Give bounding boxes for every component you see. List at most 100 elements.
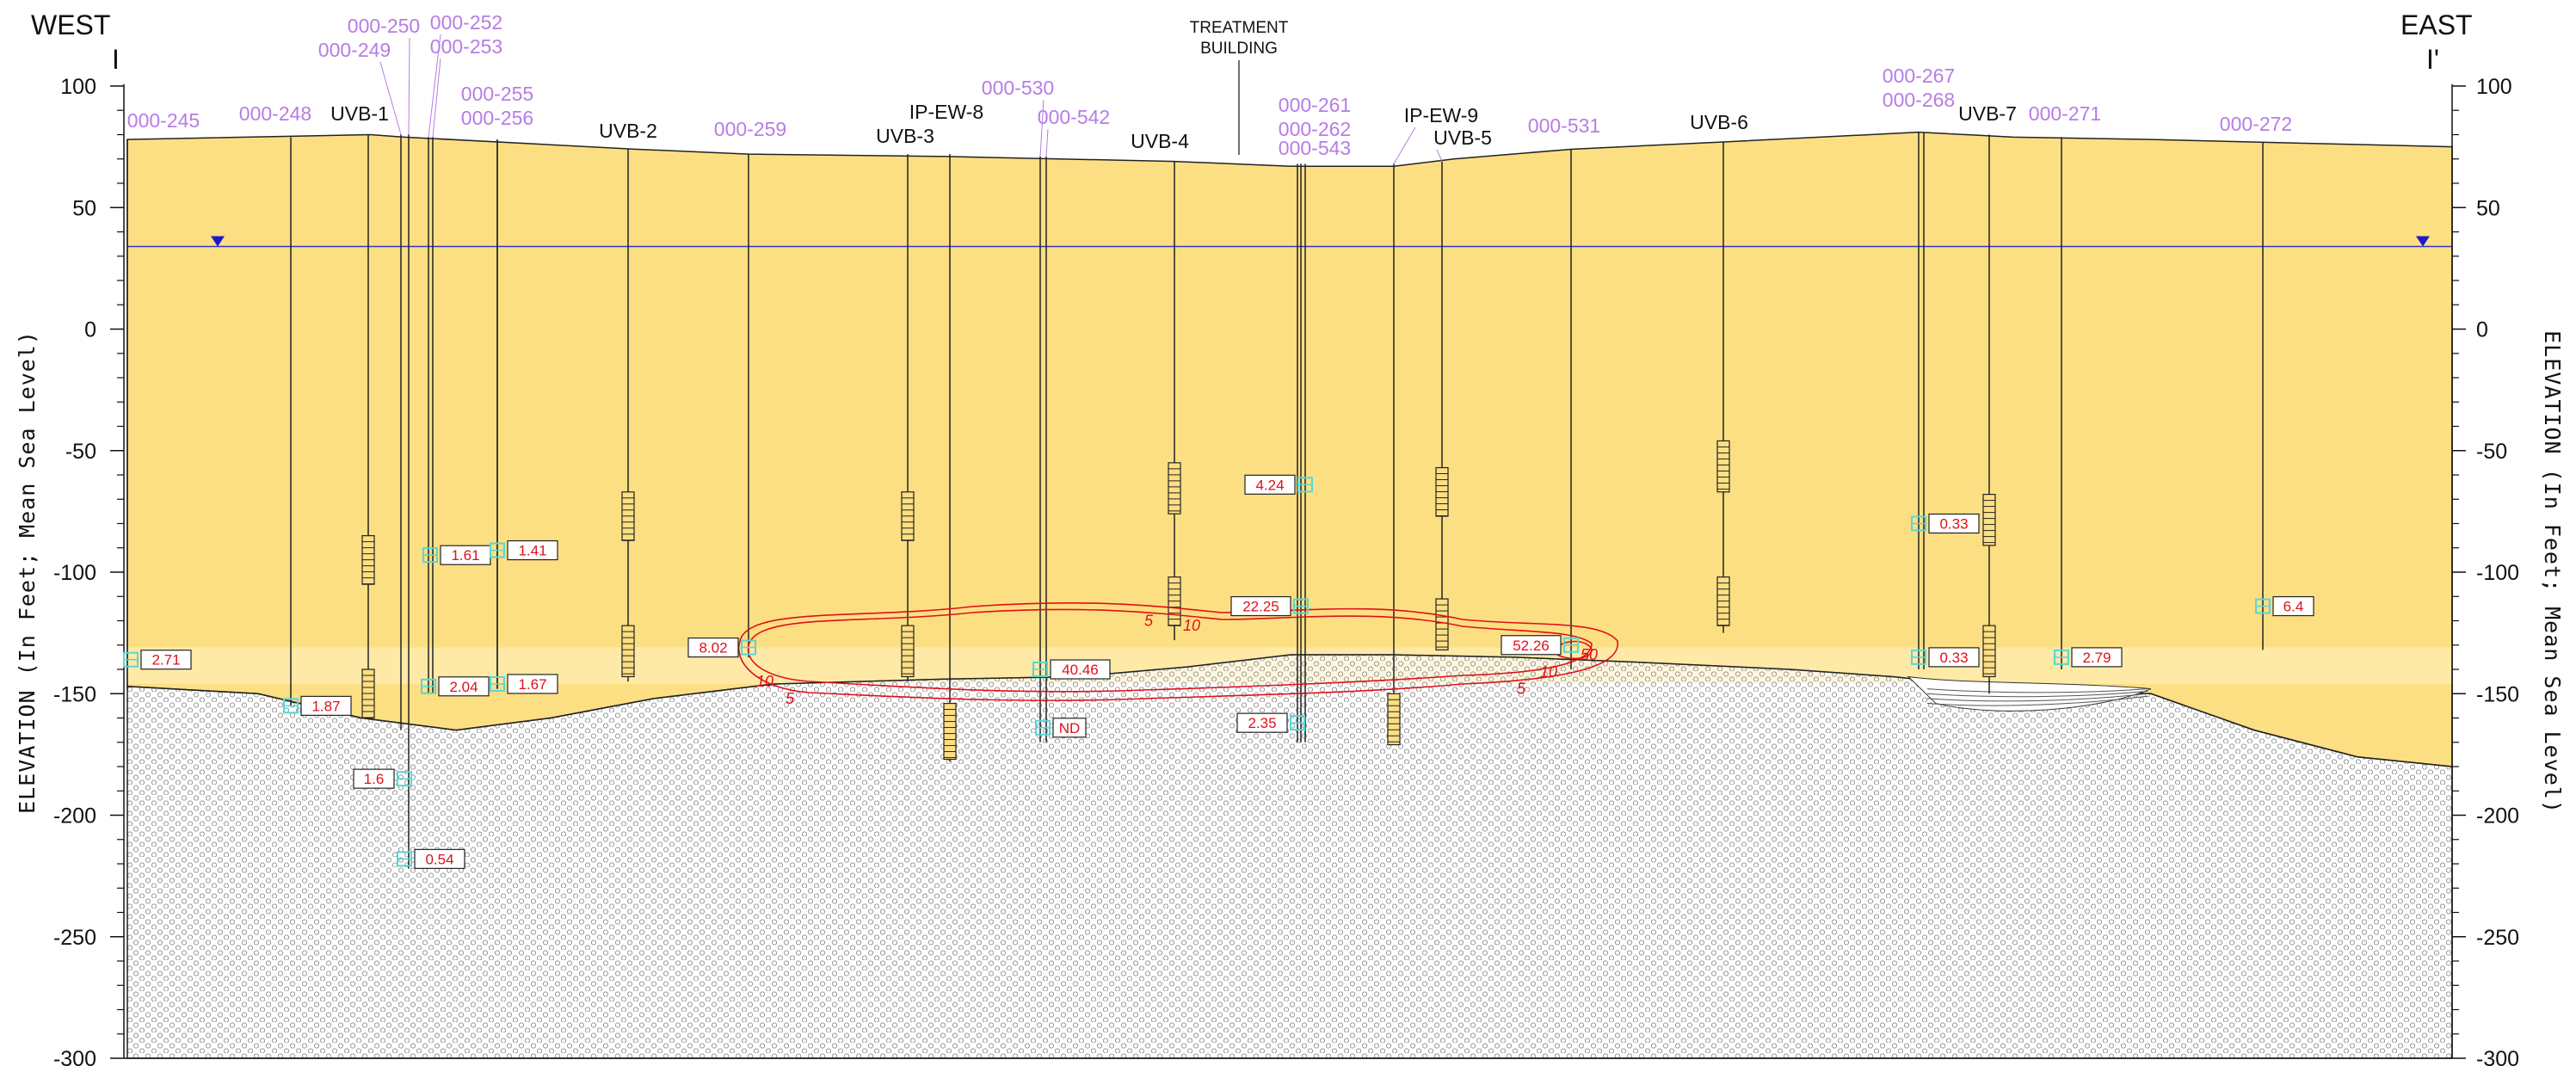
- well-screen: [943, 702, 957, 761]
- tick-label-left: -100: [53, 561, 96, 585]
- sample-value: 1.41: [518, 543, 546, 559]
- wells: [126, 132, 2264, 869]
- sample-value: 1.6: [364, 771, 385, 787]
- tick-label-right: -150: [2476, 682, 2519, 706]
- contour-label: 5: [1144, 613, 1154, 630]
- label-leader: [1436, 149, 1443, 162]
- sample-value: 0.33: [1939, 650, 1968, 666]
- sample-value: 1.61: [451, 547, 479, 564]
- well-screen: [1168, 462, 1181, 515]
- sample-result: 22.25: [1230, 595, 1309, 617]
- clay-lens: [1907, 675, 2152, 712]
- well-label-000-261: 000-261: [1279, 94, 1351, 116]
- sample-value-box: [353, 768, 395, 789]
- sample-value-box: [414, 848, 465, 869]
- well-label-000-245: 000-245: [127, 109, 200, 132]
- well-label-000-250: 000-250: [348, 15, 420, 37]
- well-screen: [621, 491, 635, 541]
- sample-value-box: [507, 539, 558, 561]
- sample-value: 40.46: [1062, 662, 1099, 678]
- tick-label-left: -200: [53, 804, 96, 829]
- well-screen: [1387, 693, 1401, 746]
- well-screen: [621, 625, 635, 678]
- y-axis-label-right: ELEVATION (In Feet; Mean Sea Level): [2540, 330, 2565, 814]
- well-label-000-262: 000-262: [1279, 118, 1351, 140]
- well-label-000-268: 000-268: [1883, 89, 1955, 111]
- contour-label: 10: [1183, 617, 1200, 634]
- sample-result: 0.54: [397, 848, 465, 869]
- sample-value: ND: [1059, 720, 1081, 736]
- label-leader: [1039, 99, 1045, 157]
- tick-label-left: -250: [53, 926, 96, 950]
- tick-label-right: 0: [2476, 318, 2488, 342]
- sample-value-box: [1052, 718, 1087, 738]
- well-screen: [1982, 493, 1996, 546]
- sample-value: 2.35: [1248, 715, 1276, 731]
- contour-labels: 5 10 50 10 5 10 5: [756, 613, 1598, 707]
- treatment-building-label-1: TREATMENT: [1190, 19, 1289, 37]
- tick-label-right: -300: [2476, 1047, 2519, 1066]
- well-label-000-248: 000-248: [239, 102, 311, 125]
- well-label-000-259: 000-259: [714, 118, 786, 140]
- water-table-marker-west: [211, 236, 225, 247]
- contour-label: 5: [786, 690, 795, 707]
- tick-label-left: 100: [60, 75, 96, 99]
- sample-result: 1.87: [283, 695, 352, 716]
- well-label-uvb-3: UVB-3: [876, 125, 934, 147]
- contour-label: 10: [1540, 663, 1557, 681]
- sample-result: 2.04: [421, 676, 490, 697]
- treatment-building-label-2: BUILDING: [1200, 40, 1278, 58]
- well-screen: [901, 625, 915, 678]
- well-label-uvb-7: UVB-7: [1958, 102, 2017, 125]
- sample-value: 8.02: [699, 640, 727, 656]
- tick-label-right: -200: [2476, 804, 2519, 829]
- sample-value-box: [1230, 595, 1291, 617]
- well-label-000-267: 000-267: [1883, 65, 1955, 87]
- sample-result: 1.61: [422, 545, 491, 565]
- sample-result: 8.02: [687, 637, 756, 658]
- sample-value-box: [2071, 647, 2123, 668]
- sample-result: 52.26: [1501, 635, 1579, 656]
- well-screens: [361, 440, 1996, 761]
- sample-value-box: [140, 650, 192, 670]
- well-screen: [1435, 598, 1449, 651]
- well-label-000-530: 000-530: [982, 77, 1054, 99]
- well-label-000-531: 000-531: [1528, 114, 1600, 137]
- sample-result: 4.24: [1244, 474, 1313, 495]
- label-leader: [1045, 128, 1049, 157]
- label-leader: [428, 34, 441, 138]
- well-screen: [1168, 576, 1181, 626]
- sample-value: 0.33: [1939, 516, 1968, 533]
- tick-label-right: -250: [2476, 926, 2519, 950]
- tick-label-left: -50: [65, 440, 96, 464]
- well-label-000-271: 000-271: [2029, 102, 2101, 125]
- sample-result: 1.41: [490, 539, 558, 561]
- tick-label-left: 0: [84, 318, 96, 342]
- sample-result: 6.4: [2255, 595, 2314, 617]
- sample-value: 0.54: [425, 851, 453, 867]
- well-label-uvb-2: UVB-2: [599, 120, 657, 142]
- axis-ticks: 100 100 50 50 0 0 -50 -50 -100 -100 -150 -150 -200 -2…: [53, 75, 2519, 1066]
- east-section-mark: I': [2426, 44, 2439, 75]
- y-axis-label-left: ELEVATION (In Feet; Mean Sea Level): [15, 330, 40, 814]
- well-label-uvb-5: UVB-5: [1433, 126, 1492, 149]
- tick-label-right: 100: [2476, 75, 2512, 99]
- sample-result: 1.67: [490, 674, 558, 694]
- tick-label-left: -150: [53, 682, 96, 706]
- west-section-mark: I: [112, 44, 120, 75]
- sample-result: 1.6: [353, 768, 412, 789]
- tick-label-left: -300: [53, 1047, 96, 1066]
- well-screen: [361, 535, 375, 585]
- well-label-uvb-1: UVB-1: [330, 102, 389, 125]
- well-label-000-253: 000-253: [430, 35, 502, 58]
- well-label-000-543: 000-543: [1279, 137, 1351, 159]
- well-screen: [1982, 625, 1996, 678]
- label-leader: [432, 58, 441, 138]
- well-label-000-256: 000-256: [461, 107, 533, 129]
- east-direction: EAST: [2400, 9, 2473, 40]
- sample-value-box: [1050, 659, 1111, 680]
- well-screen: [901, 491, 915, 541]
- contour-label: 5: [1517, 681, 1526, 698]
- well-screen: [361, 669, 375, 719]
